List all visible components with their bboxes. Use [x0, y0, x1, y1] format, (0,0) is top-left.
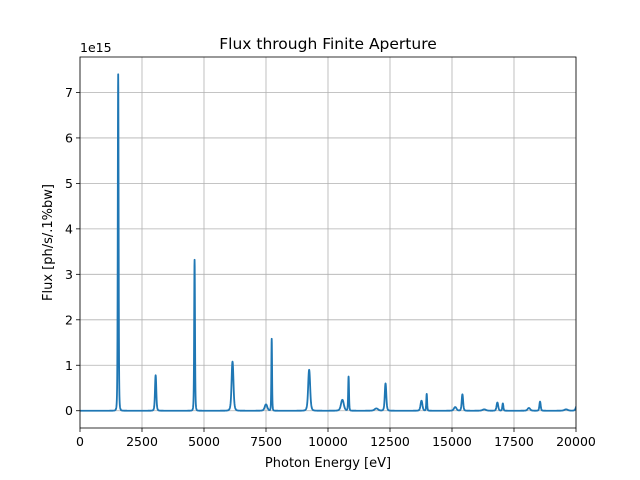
x-tick-label: 0	[76, 434, 84, 449]
y-tick-label: 4	[65, 221, 73, 236]
x-tick-label: 12500	[370, 434, 410, 449]
x-tick-label: 15000	[432, 434, 472, 449]
x-axis-title: Photon Energy [eV]	[265, 456, 391, 471]
y-axis: 0 1 2 3 4 5 6 7	[65, 85, 80, 418]
y-tick-label: 7	[65, 85, 73, 100]
y-axis-title: Flux [ph/s/.1%bw]	[41, 184, 56, 301]
x-tick-label: 17500	[494, 434, 534, 449]
y-tick-label: 5	[65, 176, 73, 191]
x-tick-label: 2500	[126, 434, 158, 449]
y-tick-label: 0	[65, 403, 73, 418]
y-tick-label: 6	[65, 130, 73, 145]
x-tick-label: 10000	[308, 434, 348, 449]
x-tick-label: 7500	[250, 434, 282, 449]
plot-area	[80, 73, 576, 412]
x-tick-label: 20000	[556, 434, 596, 449]
y-offset-label: 1e15	[80, 40, 112, 55]
x-tick-label: 5000	[188, 434, 220, 449]
y-tick-label: 3	[65, 267, 73, 282]
x-axis: 0 2500 5000 7500 10000 12500 15000 17500 20000	[76, 428, 596, 449]
grid	[79, 57, 577, 428]
series-line-flux	[80, 73, 576, 412]
y-tick-label: 1	[65, 358, 73, 373]
chart-title: Flux through Finite Aperture	[219, 35, 437, 53]
y-tick-label: 2	[65, 312, 73, 327]
